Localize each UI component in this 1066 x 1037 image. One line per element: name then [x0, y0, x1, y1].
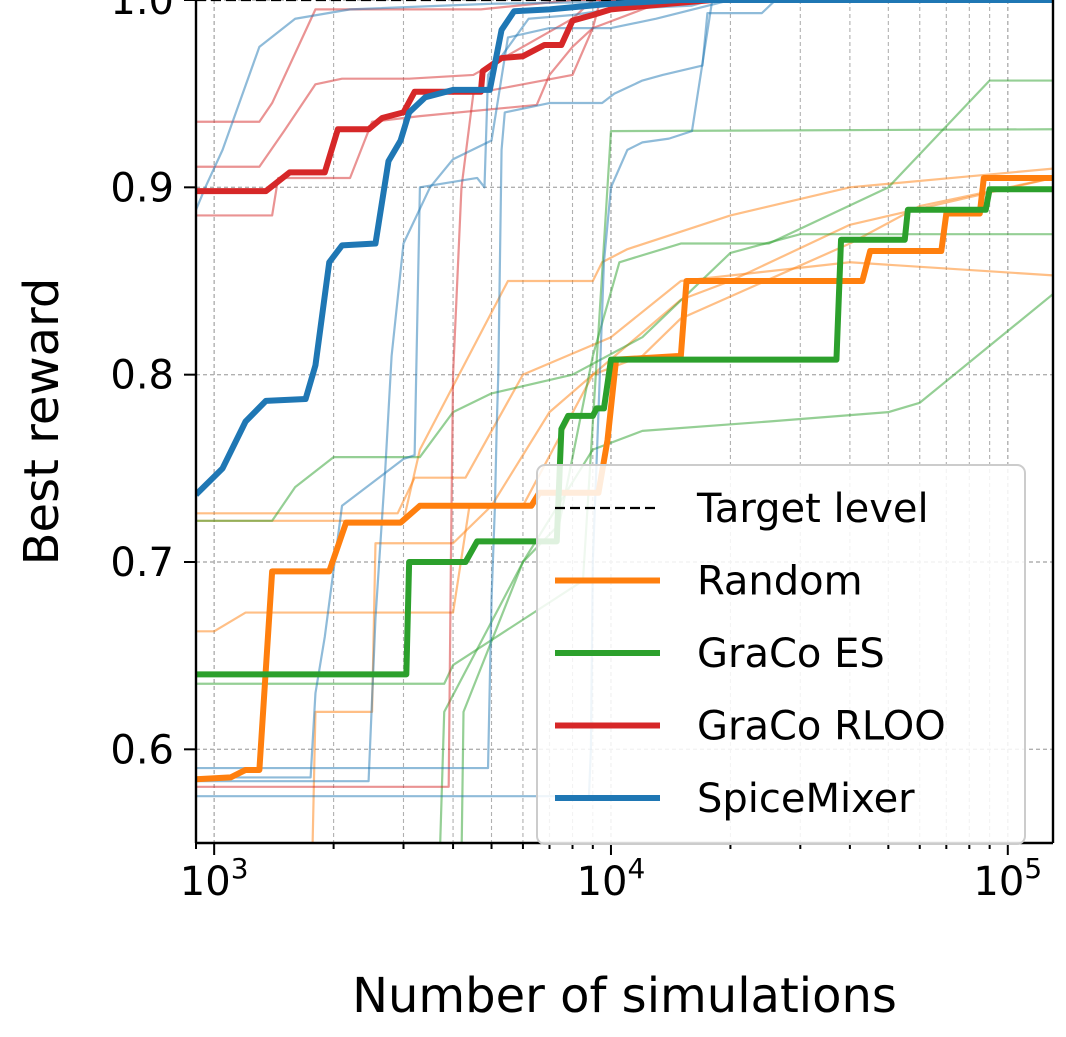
legend-label: GraCo ES [697, 631, 885, 677]
legend-label: Random [697, 559, 863, 605]
run-line-random [196, 167, 1053, 522]
run-line-graco-rloo [196, 0, 1053, 168]
x-axis-title: Number of simulations [352, 968, 897, 1024]
run-line-graco-es [460, 293, 1053, 843]
run-line-random [196, 261, 1053, 515]
run-line-spicemixer [196, 0, 1053, 783]
tick-labels: 0.6 0.7 0.8 0.9 1.0 103 104 105 [110, 0, 1042, 905]
mean-line-spicemixer [196, 0, 1053, 497]
y-tick-label: 0.8 [110, 353, 174, 399]
x-tick-label: 104 [577, 852, 646, 905]
legend-label: SpiceMixer [697, 776, 915, 822]
mean-line-graco-rloo [196, 0, 1053, 195]
legend-box [536, 464, 1026, 845]
y-tick-label: 0.9 [110, 165, 174, 211]
run-line-spicemixer [196, 0, 1053, 770]
legend-label: GraCo RLOO [697, 704, 946, 750]
x-tick-label: 103 [180, 852, 249, 905]
legend-label: Target level [696, 486, 929, 532]
run-line-graco-rloo [196, 0, 1053, 217]
run-line-graco-es [196, 128, 1053, 685]
individual-runs [196, 0, 1053, 843]
run-line-graco-es [196, 233, 1053, 522]
run-line-graco-rloo [196, 0, 1053, 123]
y-axis-title: Best reward [14, 278, 70, 566]
y-tick-label: 0.7 [110, 540, 174, 586]
legend: Target level Random GraCo ES GraCo RLOO Spic… [536, 464, 1026, 845]
run-line-random [311, 176, 1053, 843]
y-tick-label: 0.6 [110, 727, 174, 773]
mean-line-graco-es [196, 186, 1053, 678]
x-tick-label: 105 [973, 852, 1042, 905]
y-tick-label: 1.0 [110, 0, 174, 24]
run-line-graco-es [439, 79, 1053, 843]
